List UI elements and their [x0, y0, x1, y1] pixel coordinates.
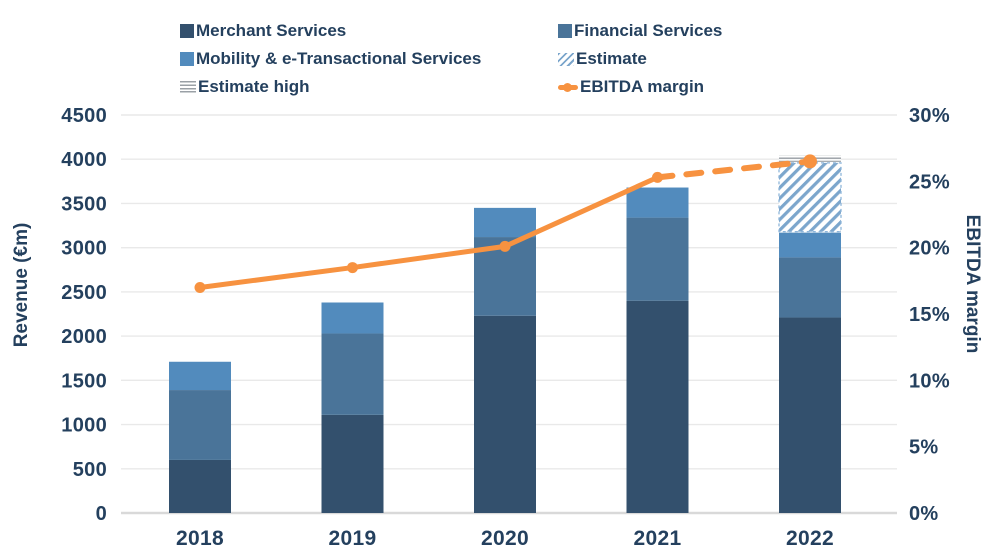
y-right-tick-label: 5% [909, 437, 939, 459]
y-left-tick-label: 4500 [61, 105, 107, 127]
bar-segment-merchant-services-2019 [321, 414, 384, 513]
y-left-tick-label: 1000 [61, 415, 107, 437]
bar-segment-mobility-e-transactional-services-2018 [169, 361, 231, 391]
y-left-tick-label: 2000 [61, 326, 107, 348]
ebitda-line-dashed [654, 158, 813, 181]
x-tick-label: 2020 [481, 527, 529, 550]
ebitda-marker-2021 [652, 171, 663, 183]
y-right-tick-label: 25% [909, 171, 950, 193]
ebitda-marker-2022 [803, 154, 817, 169]
color-swatch-icon [180, 52, 194, 66]
ebitda-marker-2018 [194, 281, 206, 293]
y-left-tick-label: 500 [73, 459, 107, 481]
legend-item-merchant-services: Merchant Services [180, 21, 558, 41]
bar-segment-mobility-e-transactional-services-2021 [626, 187, 689, 218]
bar-segment-mobility-e-transactional-services-2019 [321, 302, 384, 334]
y-right-tick-label: 20% [909, 238, 950, 260]
bar-segment-estimate-2022 [778, 162, 842, 233]
y-right-tick-label: 10% [909, 370, 950, 392]
bar-segment-financial-services-2019 [321, 333, 384, 415]
bar-segment-financial-services-2021 [626, 217, 689, 301]
y-left-tick-label: 2500 [61, 282, 107, 304]
bar-segment-financial-services-2022 [779, 257, 841, 318]
color-swatch-icon [558, 24, 572, 38]
legend-item-estimate-high: Estimate high [180, 77, 558, 97]
x-tick-label: 2022 [786, 527, 834, 550]
legend-item-financial-services: Financial Services [558, 21, 722, 41]
bar-segment-financial-services-2018 [169, 390, 231, 460]
color-swatch-icon [180, 24, 194, 38]
y-right-tick-label: 15% [909, 304, 950, 326]
y-right-tick-label: 30% [909, 105, 950, 127]
y-axis-title-left: Revenue (€m) [11, 222, 32, 348]
chart-legend: Merchant Services Financial Services Mobil… [180, 21, 722, 97]
legend-item-estimate: Estimate [558, 49, 722, 69]
y-left-tick-label: 3500 [61, 193, 107, 215]
legend-label: Estimate [576, 49, 647, 68]
legend-item-mobility-e-transactional-services: Mobility & e-Transactional Services [180, 49, 558, 69]
bar-segment-mobility-e-transactional-services-2020 [474, 207, 536, 238]
bar-segment-merchant-services-2022 [779, 317, 841, 513]
y-left-tick-label: 0 [96, 503, 107, 525]
horizontal-lines-icon [180, 80, 196, 94]
x-tick-label: 2018 [176, 527, 224, 550]
ebitda-marker-2019 [347, 262, 358, 274]
legend-label: Estimate high [198, 77, 310, 96]
legend-label: Merchant Services [196, 21, 347, 40]
line-marker-icon [558, 80, 578, 94]
legend-label: EBITDA margin [580, 77, 705, 96]
y-left-tick-label: 1500 [61, 370, 107, 392]
legend-label: Mobility & e-Transactional Services [196, 49, 482, 68]
legend-label: Financial Services [574, 21, 723, 40]
x-tick-label: 2019 [329, 527, 377, 550]
bar-segment-merchant-services-2020 [474, 315, 536, 513]
x-tick-label: 2021 [634, 527, 682, 550]
ebitda-line-solid [197, 174, 660, 290]
y-left-tick-label: 3000 [61, 238, 107, 260]
diagonal-hatch-icon [558, 52, 574, 66]
bar-segment-merchant-services-2018 [169, 459, 231, 513]
bar-segment-merchant-services-2021 [626, 300, 689, 513]
legend-item-ebitda-margin: EBITDA margin [558, 77, 722, 97]
y-axis-title-right: EBITDA margin [962, 214, 983, 354]
ebitda-marker-2020 [499, 240, 511, 252]
y-right-tick-label: 0% [909, 503, 939, 525]
bar-segment-mobility-e-transactional-services-2022 [779, 232, 841, 258]
y-left-tick-label: 4000 [61, 149, 107, 171]
